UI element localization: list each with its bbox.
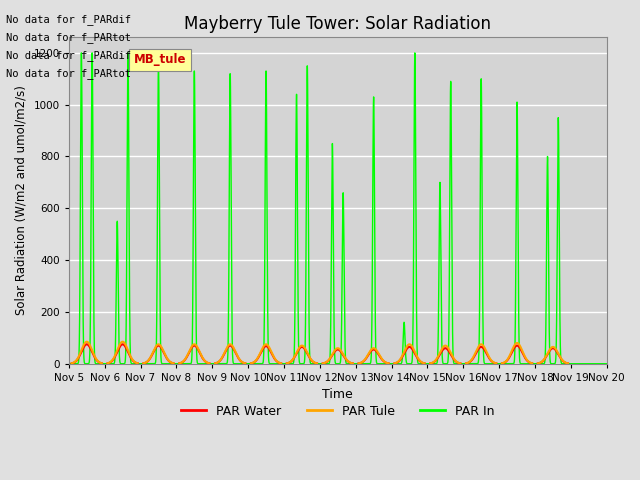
X-axis label: Time: Time: [323, 388, 353, 401]
Text: No data for f_PARtot: No data for f_PARtot: [6, 32, 131, 43]
Text: No data for f_PARtot: No data for f_PARtot: [6, 68, 131, 79]
Text: MB_tule: MB_tule: [133, 53, 186, 66]
Text: No data for f_PARdif: No data for f_PARdif: [6, 13, 131, 24]
Legend: PAR Water, PAR Tule, PAR In: PAR Water, PAR Tule, PAR In: [177, 400, 499, 423]
Text: No data for f_PARdif: No data for f_PARdif: [6, 50, 131, 61]
Y-axis label: Solar Radiation (W/m2 and umol/m2/s): Solar Radiation (W/m2 and umol/m2/s): [15, 85, 28, 315]
Title: Mayberry Tule Tower: Solar Radiation: Mayberry Tule Tower: Solar Radiation: [184, 15, 492, 33]
